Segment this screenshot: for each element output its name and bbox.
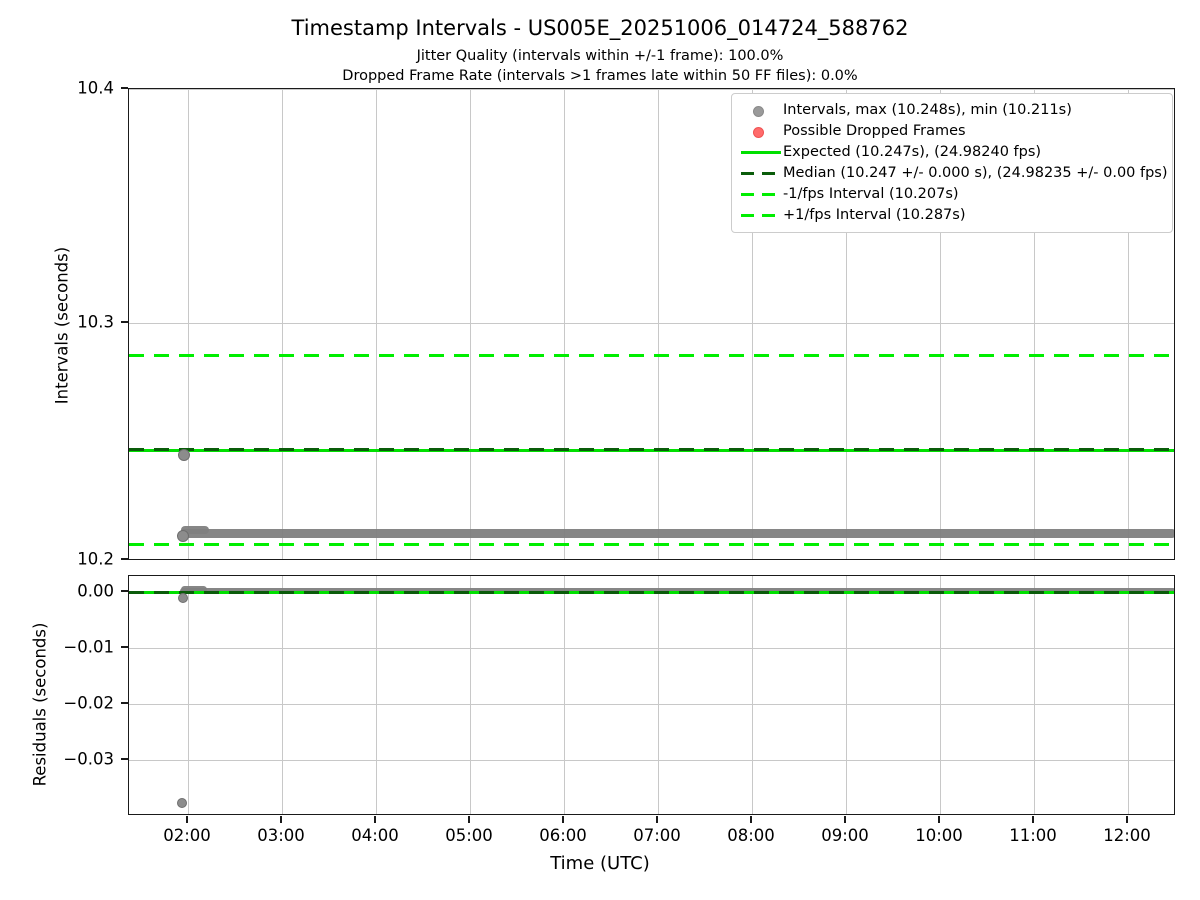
- chart-title: Timestamp Intervals - US005E_20251006_01…: [291, 16, 909, 40]
- gridline-h: [129, 89, 1174, 91]
- xtick-label: 10:00: [915, 826, 963, 845]
- ytick-label: 10.4: [77, 78, 114, 98]
- xtick-label: 09:00: [821, 826, 869, 845]
- ytick-label: 10.2: [77, 549, 114, 569]
- legend-item-plus-one-fps: +1/fps Interval (10.287s): [739, 205, 1164, 226]
- legend-key: [739, 184, 783, 205]
- xtick-mark: [656, 816, 658, 823]
- xtick-label: 08:00: [727, 826, 775, 845]
- ytick-mark: [121, 646, 128, 648]
- gridline-h: [129, 760, 1174, 762]
- xtick-mark: [562, 816, 564, 823]
- xtick-mark: [844, 816, 846, 823]
- gridline-v: [658, 576, 660, 814]
- interval-point: [178, 449, 190, 461]
- legend-label: Expected (10.247s), (24.98240 fps): [783, 144, 1042, 160]
- residual-point: [178, 593, 188, 603]
- legend-label: Intervals, max (10.248s), min (10.211s): [783, 102, 1072, 118]
- gridline-v: [188, 576, 190, 814]
- gridline-h: [129, 648, 1174, 650]
- xtick-label: 12:00: [1103, 826, 1151, 845]
- gridline-h: [129, 323, 1174, 325]
- gridline-v: [470, 576, 472, 814]
- plus-one-fps-interval-line: [129, 354, 1174, 358]
- ytick-mark: [121, 87, 128, 89]
- ytick-label: 10.3: [77, 312, 114, 332]
- gridline-v: [1034, 576, 1036, 814]
- minus-one-fps-interval-line: [129, 543, 1174, 547]
- legend-label: Possible Dropped Frames: [783, 123, 966, 139]
- intervals-y-axis-label: Intervals (seconds): [52, 246, 72, 405]
- legend-key: [739, 163, 783, 184]
- xtick-label: 06:00: [539, 826, 587, 845]
- xtick-label: 02:00: [163, 826, 211, 845]
- gridline-v: [1128, 576, 1130, 814]
- ytick-mark: [121, 321, 128, 323]
- xtick-mark: [750, 816, 752, 823]
- chart-subtitle-jitter-quality: Jitter Quality (intervals within +/-1 fr…: [416, 48, 784, 64]
- xtick-mark: [186, 816, 188, 823]
- xtick-label: 03:00: [257, 826, 305, 845]
- gridline-v: [752, 576, 754, 814]
- legend-item-median: Median (10.247 +/- 0.000 s), (24.98235 +…: [739, 163, 1168, 184]
- ytick-mark: [121, 590, 128, 592]
- dashed-line-marker-icon: [741, 213, 781, 218]
- xtick-mark: [1126, 816, 1128, 823]
- legend-label: -1/fps Interval (10.207s): [783, 186, 959, 202]
- gray-circle-marker-icon: [753, 106, 764, 117]
- gridline-v: [376, 576, 378, 814]
- legend-item-intervals: Intervals, max (10.248s), min (10.211s): [739, 100, 1164, 121]
- ytick-mark: [121, 558, 128, 560]
- xtick-label: 04:00: [351, 826, 399, 845]
- legend-item-minus-one-fps: -1/fps Interval (10.207s): [739, 184, 1164, 205]
- legend-label: Median (10.247 +/- 0.000 s), (24.98235 +…: [783, 165, 1168, 181]
- residual-outlier-point: [177, 798, 187, 808]
- xtick-mark: [1032, 816, 1034, 823]
- legend-key: [739, 100, 783, 121]
- legend-item-dropped-frames: Possible Dropped Frames: [739, 121, 1164, 142]
- dashed-line-marker-icon: [741, 192, 781, 197]
- legend-item-expected: Expected (10.247s), (24.98240 fps): [739, 142, 1164, 163]
- xtick-mark: [280, 816, 282, 823]
- gridline-h: [129, 704, 1174, 706]
- ytick-label: −0.02: [63, 693, 114, 713]
- ytick-mark: [121, 702, 128, 704]
- ytick-label: 0.00: [77, 581, 114, 601]
- residuals-y-axis-label: Residuals (seconds): [30, 622, 50, 787]
- gridline-v: [282, 576, 284, 814]
- x-axis-label: Time (UTC): [550, 853, 650, 874]
- median-interval-line: [129, 448, 1174, 452]
- ytick-mark: [121, 758, 128, 760]
- ytick-label: −0.03: [63, 749, 114, 769]
- legend-label: +1/fps Interval (10.287s): [783, 207, 966, 223]
- residual-zero-median-line: [129, 591, 1174, 595]
- red-circle-marker-icon: [753, 127, 764, 138]
- residual-scatter-band: [181, 586, 207, 593]
- chart-legend: Intervals, max (10.248s), min (10.211s) …: [731, 93, 1173, 233]
- gridline-v: [846, 576, 848, 814]
- gridline-v: [940, 576, 942, 814]
- chart-subtitle-dropped-frame-rate: Dropped Frame Rate (intervals >1 frames …: [342, 68, 858, 84]
- interval-scatter-band: [181, 526, 209, 534]
- xtick-mark: [938, 816, 940, 823]
- legend-key: [739, 205, 783, 226]
- legend-key: [739, 121, 783, 142]
- interval-scatter-band: [180, 529, 1174, 538]
- xtick-label: 05:00: [445, 826, 493, 845]
- dashed-line-marker-icon: [741, 171, 781, 176]
- solid-line-marker-icon: [741, 150, 781, 155]
- residuals-plot-area: [128, 575, 1175, 815]
- legend-key: [739, 142, 783, 163]
- gridline-v: [564, 576, 566, 814]
- xtick-mark: [468, 816, 470, 823]
- xtick-mark: [374, 816, 376, 823]
- ytick-label: −0.01: [63, 637, 114, 657]
- interval-outlier-point: [177, 530, 189, 542]
- xtick-label: 07:00: [633, 826, 681, 845]
- xtick-label: 11:00: [1009, 826, 1057, 845]
